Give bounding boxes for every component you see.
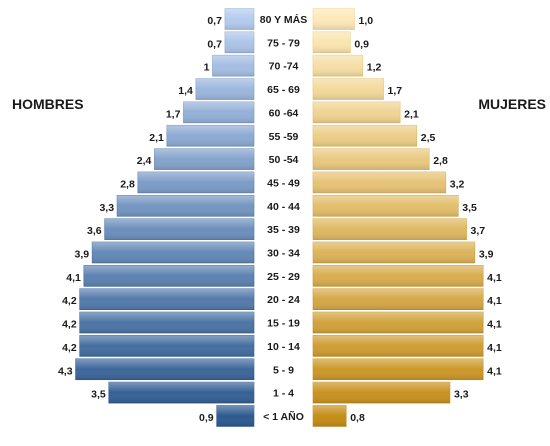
value-label-women-9: 3,7	[471, 225, 486, 237]
value-label-women-7: 3,2	[450, 178, 465, 190]
bar-men-shine-14	[79, 335, 254, 357]
value-label-women-8: 3,5	[462, 202, 477, 214]
bar-women-shine-7	[313, 171, 446, 193]
age-label-10: 30 - 34	[267, 248, 300, 260]
age-label-0: 80 Y MÁS	[260, 13, 307, 26]
bar-women-shine-4	[313, 101, 401, 123]
value-label-women-11: 4,1	[487, 272, 502, 284]
age-label-17: < 1 AÑO	[263, 410, 304, 423]
value-label-women-16: 3,3	[454, 389, 469, 401]
bar-men-shine-4	[183, 101, 254, 123]
bar-women-shine-15	[313, 358, 484, 380]
value-label-men-13: 4,2	[62, 319, 77, 331]
value-label-men-15: 4,3	[58, 365, 73, 377]
bar-women-shine-9	[313, 218, 467, 240]
bar-women-shine-6	[313, 148, 430, 170]
value-label-men-10: 3,9	[75, 249, 90, 261]
value-label-men-9: 3,6	[87, 225, 102, 237]
value-label-men-1: 0,7	[207, 38, 222, 50]
bar-men-shine-0	[224, 8, 254, 30]
value-label-men-12: 4,2	[62, 295, 77, 307]
bar-men-shine-2	[212, 55, 254, 77]
bar-men-shine-15	[75, 358, 254, 380]
bar-women-shine-5	[313, 125, 417, 147]
value-label-women-0: 1,0	[359, 15, 374, 27]
value-label-men-11: 4,1	[66, 272, 81, 284]
bar-women-shine-11	[313, 265, 484, 287]
value-labels: 0,7 1,00,7 0,91 1,21,4 1,71,7 2,12,1 2,52,4 2,8…	[58, 15, 502, 424]
age-label-11: 25 - 29	[267, 271, 300, 283]
value-label-women-1: 0,9	[354, 38, 369, 50]
age-group-labels: 80 Y MÁS 75 - 79 70 -74 65 - 69 60 -64 55 -59…	[260, 13, 307, 423]
age-label-2: 70 -74	[269, 61, 299, 73]
age-label-6: 50 -54	[269, 154, 299, 166]
age-label-16: 1 - 4	[273, 388, 294, 400]
bar-women-shine-1	[313, 31, 351, 53]
value-label-men-14: 4,2	[62, 342, 77, 354]
bar-men-shine-1	[224, 31, 254, 53]
value-label-women-10: 3,9	[479, 249, 494, 261]
bar-men-shine-5	[166, 125, 254, 147]
age-label-4: 60 -64	[269, 107, 299, 119]
age-label-1: 75 - 79	[267, 37, 300, 49]
value-label-men-4: 1,7	[166, 108, 181, 120]
value-label-men-6: 2,4	[137, 155, 152, 167]
value-label-women-3: 1,7	[388, 85, 403, 97]
bar-men-shine-10	[92, 242, 255, 263]
age-label-9: 35 - 39	[267, 224, 300, 236]
bar-men-shine-8	[117, 195, 254, 217]
bar-women-shine-13	[313, 312, 484, 334]
bar-women-shine-14	[313, 335, 484, 357]
value-label-women-14: 4,1	[487, 342, 502, 354]
bar-women-shine-0	[313, 8, 355, 30]
value-label-women-17: 0,8	[350, 412, 365, 424]
age-label-15: 5 - 9	[273, 364, 294, 376]
age-label-7: 45 - 49	[267, 177, 300, 189]
value-label-women-5: 2,5	[421, 132, 436, 144]
age-label-14: 10 - 14	[267, 341, 300, 353]
bar-men-shine-11	[83, 265, 254, 287]
bar-men-shine-6	[154, 148, 254, 170]
men-bars	[75, 8, 255, 427]
value-label-women-13: 4,1	[487, 319, 502, 331]
value-label-men-0: 0,7	[207, 15, 222, 27]
bar-men-shine-13	[79, 312, 254, 334]
value-label-women-6: 2,8	[433, 155, 448, 167]
bar-women-shine-3	[313, 78, 384, 100]
bar-men-shine-12	[79, 288, 254, 310]
age-label-5: 55 -59	[269, 131, 299, 143]
bar-men-shine-9	[104, 218, 254, 240]
value-label-men-17: 0,9	[199, 412, 214, 424]
bar-women-shine-12	[313, 288, 484, 310]
bar-women-shine-17	[313, 405, 347, 427]
age-label-3: 65 - 69	[267, 84, 300, 96]
value-label-men-2: 1	[204, 62, 210, 74]
legend-women: MUJERES	[478, 96, 546, 112]
women-bars	[312, 8, 484, 427]
value-label-men-5: 2,1	[149, 132, 164, 144]
value-label-men-8: 3,3	[99, 202, 114, 214]
bar-men-shine-17	[216, 405, 254, 427]
value-label-women-4: 2,1	[404, 108, 419, 120]
age-label-12: 20 - 24	[267, 294, 300, 306]
value-label-women-15: 4,1	[487, 365, 502, 377]
bar-women-shine-16	[313, 382, 450, 404]
value-label-women-12: 4,1	[487, 295, 502, 307]
age-label-13: 15 - 19	[267, 318, 300, 330]
value-label-women-2: 1,2	[367, 62, 382, 74]
bar-men-shine-16	[108, 382, 254, 404]
legend-men: HOMBRES	[12, 96, 84, 112]
bar-men-shine-7	[137, 171, 254, 193]
age-label-8: 40 - 44	[267, 201, 300, 213]
bar-women-shine-8	[313, 195, 459, 217]
value-label-men-7: 2,8	[120, 178, 135, 190]
bar-men-shine-3	[195, 78, 254, 100]
value-label-men-16: 3,5	[91, 389, 106, 401]
value-label-men-3: 1,4	[178, 85, 193, 97]
bar-women-shine-10	[313, 242, 475, 263]
bar-women-shine-2	[313, 55, 363, 77]
